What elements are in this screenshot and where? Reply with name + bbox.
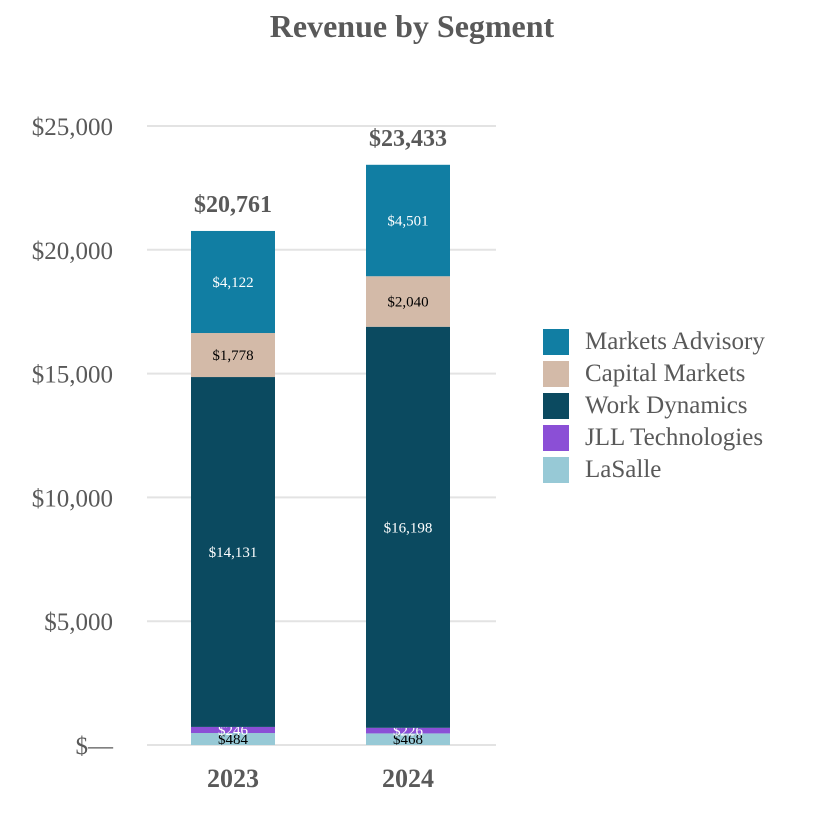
legend-item: Capital Markets: [543, 358, 765, 390]
legend-swatch: [543, 457, 569, 483]
data-label: $16,198: [384, 520, 433, 536]
bar-segment-markets-advisory: [366, 164, 450, 277]
legend-label: JLL Technologies: [585, 424, 764, 451]
data-label: $4,122: [212, 275, 253, 291]
y-tick-label: $5,000: [44, 609, 113, 636]
total-label: $20,761: [194, 192, 272, 218]
data-label: $468: [393, 732, 423, 748]
data-label: $4,501: [387, 214, 428, 230]
legend-label: Markets Advisory: [585, 328, 765, 355]
bar-segment-work-dynamics: [366, 326, 450, 728]
legend-item: Work Dynamics: [543, 390, 765, 422]
chart-title: Revenue by Segment: [269, 8, 555, 44]
bar-segment-work-dynamics: [191, 377, 275, 727]
legend-item: LaSalle: [543, 454, 765, 486]
bar-segment-jll-technologies: [366, 727, 450, 734]
total-label: $23,433: [369, 126, 447, 152]
bar-segment-jll-technologies: [191, 726, 275, 734]
legend-swatch: [543, 329, 569, 355]
y-tick-label: $25,000: [32, 114, 113, 141]
data-label: $2,040: [387, 294, 428, 310]
chart-legend: Markets Advisory Capital Markets Work Dyna…: [543, 326, 765, 486]
legend-label: Work Dynamics: [585, 392, 748, 419]
legend-swatch: [543, 393, 569, 419]
x-tick-label: 2023: [207, 764, 259, 793]
legend-swatch: [543, 361, 569, 387]
data-label: $14,131: [209, 545, 258, 561]
y-tick-label: $15,000: [32, 362, 113, 389]
legend-label: Capital Markets: [585, 360, 746, 387]
legend-swatch: [543, 425, 569, 451]
legend-label: LaSalle: [585, 456, 662, 483]
bar-segment-lasalle: [366, 733, 450, 745]
bar-segment-capital-markets: [191, 333, 275, 378]
bar-segment-markets-advisory: [191, 230, 275, 334]
y-tick-label: $—: [76, 733, 115, 760]
data-label: $1,778: [212, 348, 253, 364]
data-label: $246: [218, 723, 249, 739]
data-label: $484: [218, 732, 249, 748]
legend-item: JLL Technologies: [543, 422, 765, 454]
bar-segment-capital-markets: [366, 276, 450, 327]
legend-item: Markets Advisory: [543, 326, 765, 358]
y-tick-label: $20,000: [32, 238, 113, 265]
x-tick-label: 2024: [382, 764, 434, 793]
y-tick-label: $10,000: [32, 485, 113, 512]
bar-segment-lasalle: [191, 733, 275, 745]
